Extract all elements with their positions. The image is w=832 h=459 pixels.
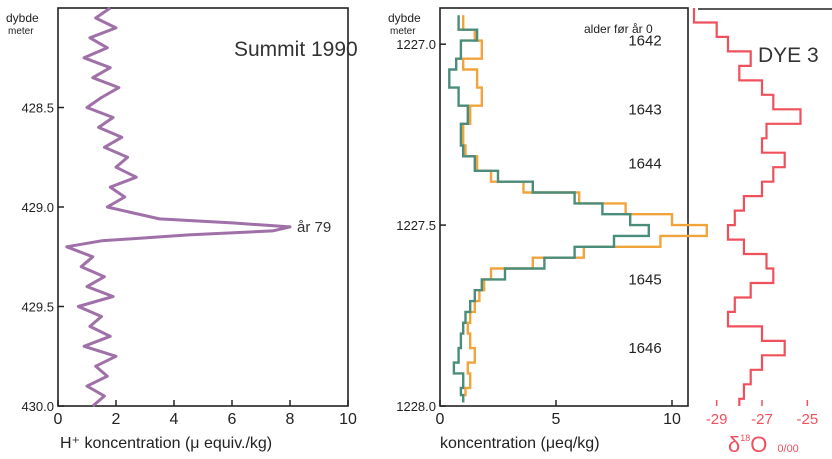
summit-x-tick-label: 8 bbox=[286, 411, 295, 428]
summit-x-tick-label: 4 bbox=[170, 411, 179, 428]
delta-o-letter: O bbox=[750, 432, 767, 457]
summit-ylabel-line1: dybde bbox=[6, 11, 39, 25]
dye3-y-tick-label: 1228.0 bbox=[396, 399, 436, 414]
dye3-chart: dybde meter alder før år 0 DYE 3 koncent… bbox=[388, 7, 832, 457]
dye3-delta-x-ticks: -29 -27 -25 bbox=[706, 400, 818, 428]
dye3-y-tick-label: 1227.5 bbox=[396, 218, 436, 233]
dye3-ylabel-line2: meter bbox=[390, 26, 416, 37]
dye3-y-tick-label: 1227.0 bbox=[396, 37, 436, 52]
summit-y-tick-label: 429.0 bbox=[21, 200, 54, 215]
summit-xlabel: H⁺ koncentration (μ equiv./kg) bbox=[60, 435, 272, 452]
summit-y-tick-label: 430.0 bbox=[21, 399, 54, 414]
summit-y-tick-label: 429.5 bbox=[21, 300, 54, 315]
dye3-x-ticks: 0 5 10 bbox=[436, 400, 681, 428]
dye3-delta-o18-series bbox=[692, 8, 802, 406]
summit-h-plus-series bbox=[65, 6, 292, 408]
summit-chart: dybde meter Summit 1990 år 79 H⁺ koncent… bbox=[6, 6, 358, 452]
dye3-ylabel-line1: dybde bbox=[388, 11, 421, 25]
summit-x-tick-label: 10 bbox=[339, 411, 357, 428]
dye3-xlabel: koncentration (μeq/kg) bbox=[440, 435, 600, 452]
dye3-delta-xlabel: δ18O 0/00 bbox=[728, 432, 799, 457]
dye3-year-label: 1644 bbox=[628, 156, 661, 173]
dye3-year-label: 1643 bbox=[628, 101, 661, 118]
dye3-delta-x-tick-label: -27 bbox=[751, 411, 773, 428]
summit-ylabel-line2: meter bbox=[8, 26, 34, 37]
dye3-x-tick-label: 10 bbox=[663, 411, 681, 428]
dye3-year-labels: 1642 1643 1644 1645 1646 bbox=[628, 33, 661, 358]
summit-y-tick-label: 428.5 bbox=[21, 101, 54, 116]
dye3-y-ticks: 1227.0 1227.5 1228.0 bbox=[396, 37, 446, 414]
summit-y-ticks: 428.5 429.0 429.5 430.0 bbox=[21, 101, 64, 414]
dye3-year-label: 1642 bbox=[628, 33, 661, 50]
dye3-delta-x-tick-label: -25 bbox=[796, 411, 818, 428]
dye3-delta-x-tick-label: -29 bbox=[706, 411, 728, 428]
dye3-age-header: alder før år 0 bbox=[584, 22, 653, 36]
delta-unit: 0/00 bbox=[777, 443, 798, 455]
summit-title: Summit 1990 bbox=[234, 38, 358, 61]
dye3-year-label: 1646 bbox=[628, 340, 661, 357]
summit-x-ticks: 0 2 4 6 8 10 bbox=[54, 400, 357, 428]
delta-superscript: 18 bbox=[740, 433, 750, 443]
dye3-green-series bbox=[448, 15, 650, 403]
summit-x-tick-label: 2 bbox=[112, 411, 121, 428]
dye3-x-tick-label: 5 bbox=[552, 411, 561, 428]
dye3-plot-frame bbox=[439, 7, 689, 407]
dye3-orange-series bbox=[462, 15, 708, 403]
summit-annotation-year79: år 79 bbox=[297, 219, 331, 236]
summit-plot-frame bbox=[57, 7, 349, 407]
delta-symbol: δ bbox=[728, 432, 740, 457]
dye3-title: DYE 3 bbox=[758, 44, 819, 67]
dye3-year-label: 1645 bbox=[628, 271, 661, 288]
summit-x-tick-label: 6 bbox=[228, 411, 237, 428]
summit-x-tick-label: 0 bbox=[54, 411, 63, 428]
dye3-x-tick-label: 0 bbox=[436, 411, 445, 428]
